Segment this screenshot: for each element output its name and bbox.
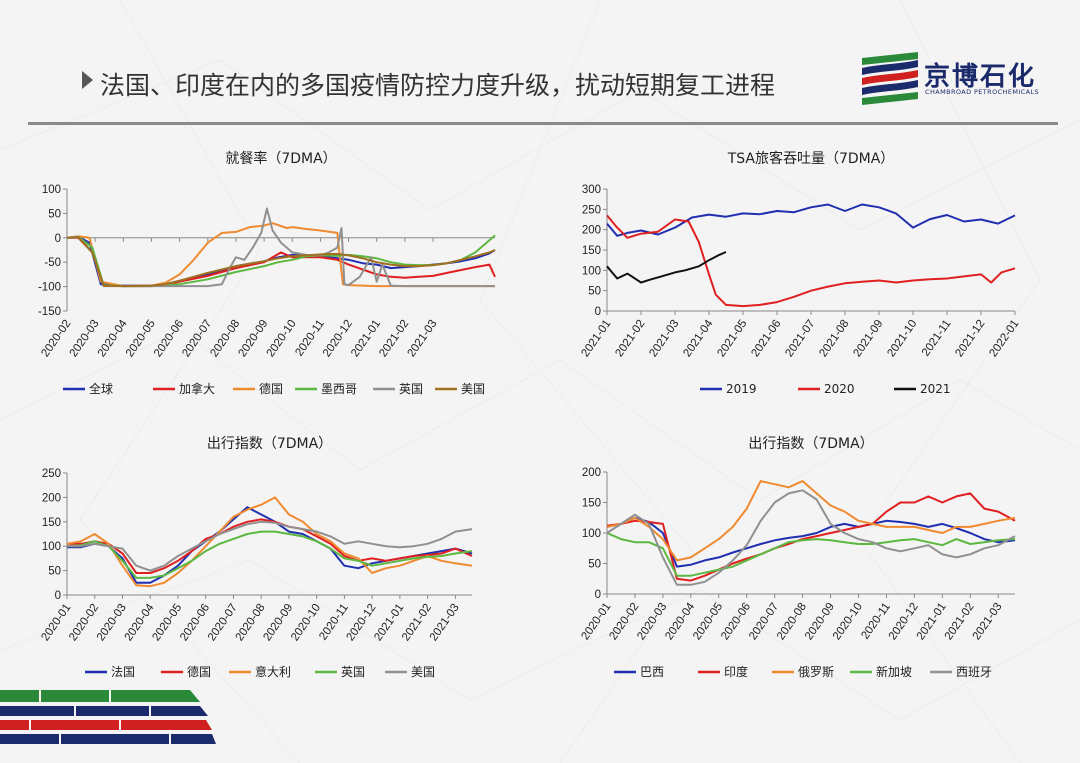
legend-label: 美国 (411, 665, 435, 679)
y-tick-label: -150 (38, 306, 61, 318)
x-tick-label: 2021-08 (817, 318, 851, 359)
series-line-5 (67, 520, 473, 572)
legend-label: 俄罗斯 (798, 665, 834, 679)
legend-label: 2021 (920, 382, 951, 396)
company-logo: 京博石化 CHAMBROAD PETROCHEMICALS (860, 50, 1060, 110)
y-tick-label: 200 (582, 225, 601, 237)
chart-mobility-europe-us: 出行指数（7DMA）0501001502002502020-012020-022… (39, 436, 473, 679)
page-title: 法国、印度在内的多国疫情防控力度升级，扰动短期复工进程 (100, 71, 776, 100)
y-tick-label: -100 (38, 282, 61, 294)
y-tick-label: 100 (42, 541, 61, 553)
x-tick-label: 2021-04 (681, 317, 715, 359)
y-tick-label: 50 (48, 566, 61, 578)
chart-title: 出行指数（7DMA） (207, 436, 332, 452)
legend-label: 德国 (187, 664, 211, 679)
y-tick-label: 150 (42, 517, 61, 529)
footer-decoration (0, 690, 216, 744)
x-tick-label: 2022-01 (987, 318, 1021, 359)
chart-mobility-emerging: 出行指数（7DMA）0501001502002020-012020-022020… (579, 436, 1016, 679)
legend-label: 2019 (726, 382, 757, 396)
series-line-5 (606, 489, 1016, 586)
x-tick-label: 2021-01 (579, 318, 613, 359)
slide-header: 法国、印度在内的多国疫情防控力度升级，扰动短期复工进程 京博石化 CHAMBRO… (0, 40, 1080, 125)
y-tick-label: 250 (582, 204, 601, 216)
y-tick-label: 0 (55, 590, 61, 602)
series-line-3 (66, 496, 473, 588)
y-tick-label: 200 (582, 467, 601, 479)
y-tick-label: 100 (582, 265, 601, 277)
x-tick-label: 2021-09 (851, 318, 885, 359)
x-tick-label: 2021-06 (749, 318, 783, 359)
y-tick-label: 50 (588, 559, 601, 571)
series-line-4 (606, 532, 1016, 577)
y-tick-label: 250 (42, 468, 61, 480)
header-divider (28, 122, 1058, 125)
chart-title: TSA旅客吞吐量（7DMA） (727, 150, 895, 167)
y-tick-label: 0 (55, 233, 61, 245)
series-line-2 (606, 214, 1016, 308)
legend-label: 巴西 (640, 665, 664, 679)
series-line-6 (66, 236, 496, 288)
x-tick-label: 2021-02 (613, 318, 647, 359)
legend-label: 法国 (111, 665, 135, 679)
legend-label: 德国 (259, 381, 283, 396)
x-tick-label: 2021-07 (783, 318, 817, 359)
y-tick-label: 150 (582, 498, 601, 510)
x-tick-label: 2021-10 (885, 318, 919, 359)
y-tick-label: 150 (582, 245, 601, 257)
logo-text: 京博石化 (924, 62, 1037, 92)
chart-title: 就餐率（7DMA） (225, 150, 336, 167)
logo-subtitle: CHAMBROAD PETROCHEMICALS (925, 88, 1039, 96)
title-arrow-icon (82, 71, 93, 89)
legend-label: 加拿大 (179, 381, 215, 396)
series-line-3 (606, 480, 1016, 562)
legend-label: 新加坡 (876, 664, 912, 679)
legend-label: 英国 (399, 382, 423, 396)
legend-label: 墨西哥 (321, 382, 357, 396)
legend-label: 英国 (341, 665, 365, 679)
series-line-1 (606, 203, 1016, 237)
x-tick-label: 2021-03 (647, 318, 681, 359)
legend-label: 美国 (461, 382, 485, 396)
y-tick-label: 200 (42, 492, 61, 504)
chart-title: 出行指数（7DMA） (748, 436, 873, 452)
legend-label: 2020 (824, 382, 855, 396)
y-tick-label: 0 (595, 589, 601, 601)
legend-label: 全球 (89, 381, 113, 396)
series-line-5 (66, 207, 495, 288)
series-line-2 (67, 518, 473, 574)
series-line-4 (66, 530, 473, 579)
series-line-1 (606, 516, 1016, 568)
y-tick-label: 0 (595, 306, 601, 318)
y-tick-label: 300 (582, 184, 601, 196)
x-tick-label: 2021-03 (405, 318, 439, 359)
series-line-3 (606, 251, 727, 284)
chart-dining-rate: 就餐率（7DMA）-150-100-500501002020-022020-03… (38, 150, 496, 396)
x-tick-label: 2021-11 (920, 318, 954, 359)
legend-label: 意大利 (255, 664, 291, 679)
legend-label: 印度 (724, 664, 748, 679)
y-tick-label: 50 (48, 208, 61, 220)
y-tick-label: 50 (588, 286, 601, 298)
logo-mark-icon (862, 52, 918, 105)
y-tick-label: 100 (582, 528, 601, 540)
y-tick-label: 100 (42, 184, 61, 196)
x-tick-label: 2021-05 (715, 318, 749, 359)
x-tick-label: 2021-12 (953, 318, 987, 359)
legend-label: 西班牙 (956, 665, 992, 679)
y-tick-label: -50 (44, 257, 61, 269)
